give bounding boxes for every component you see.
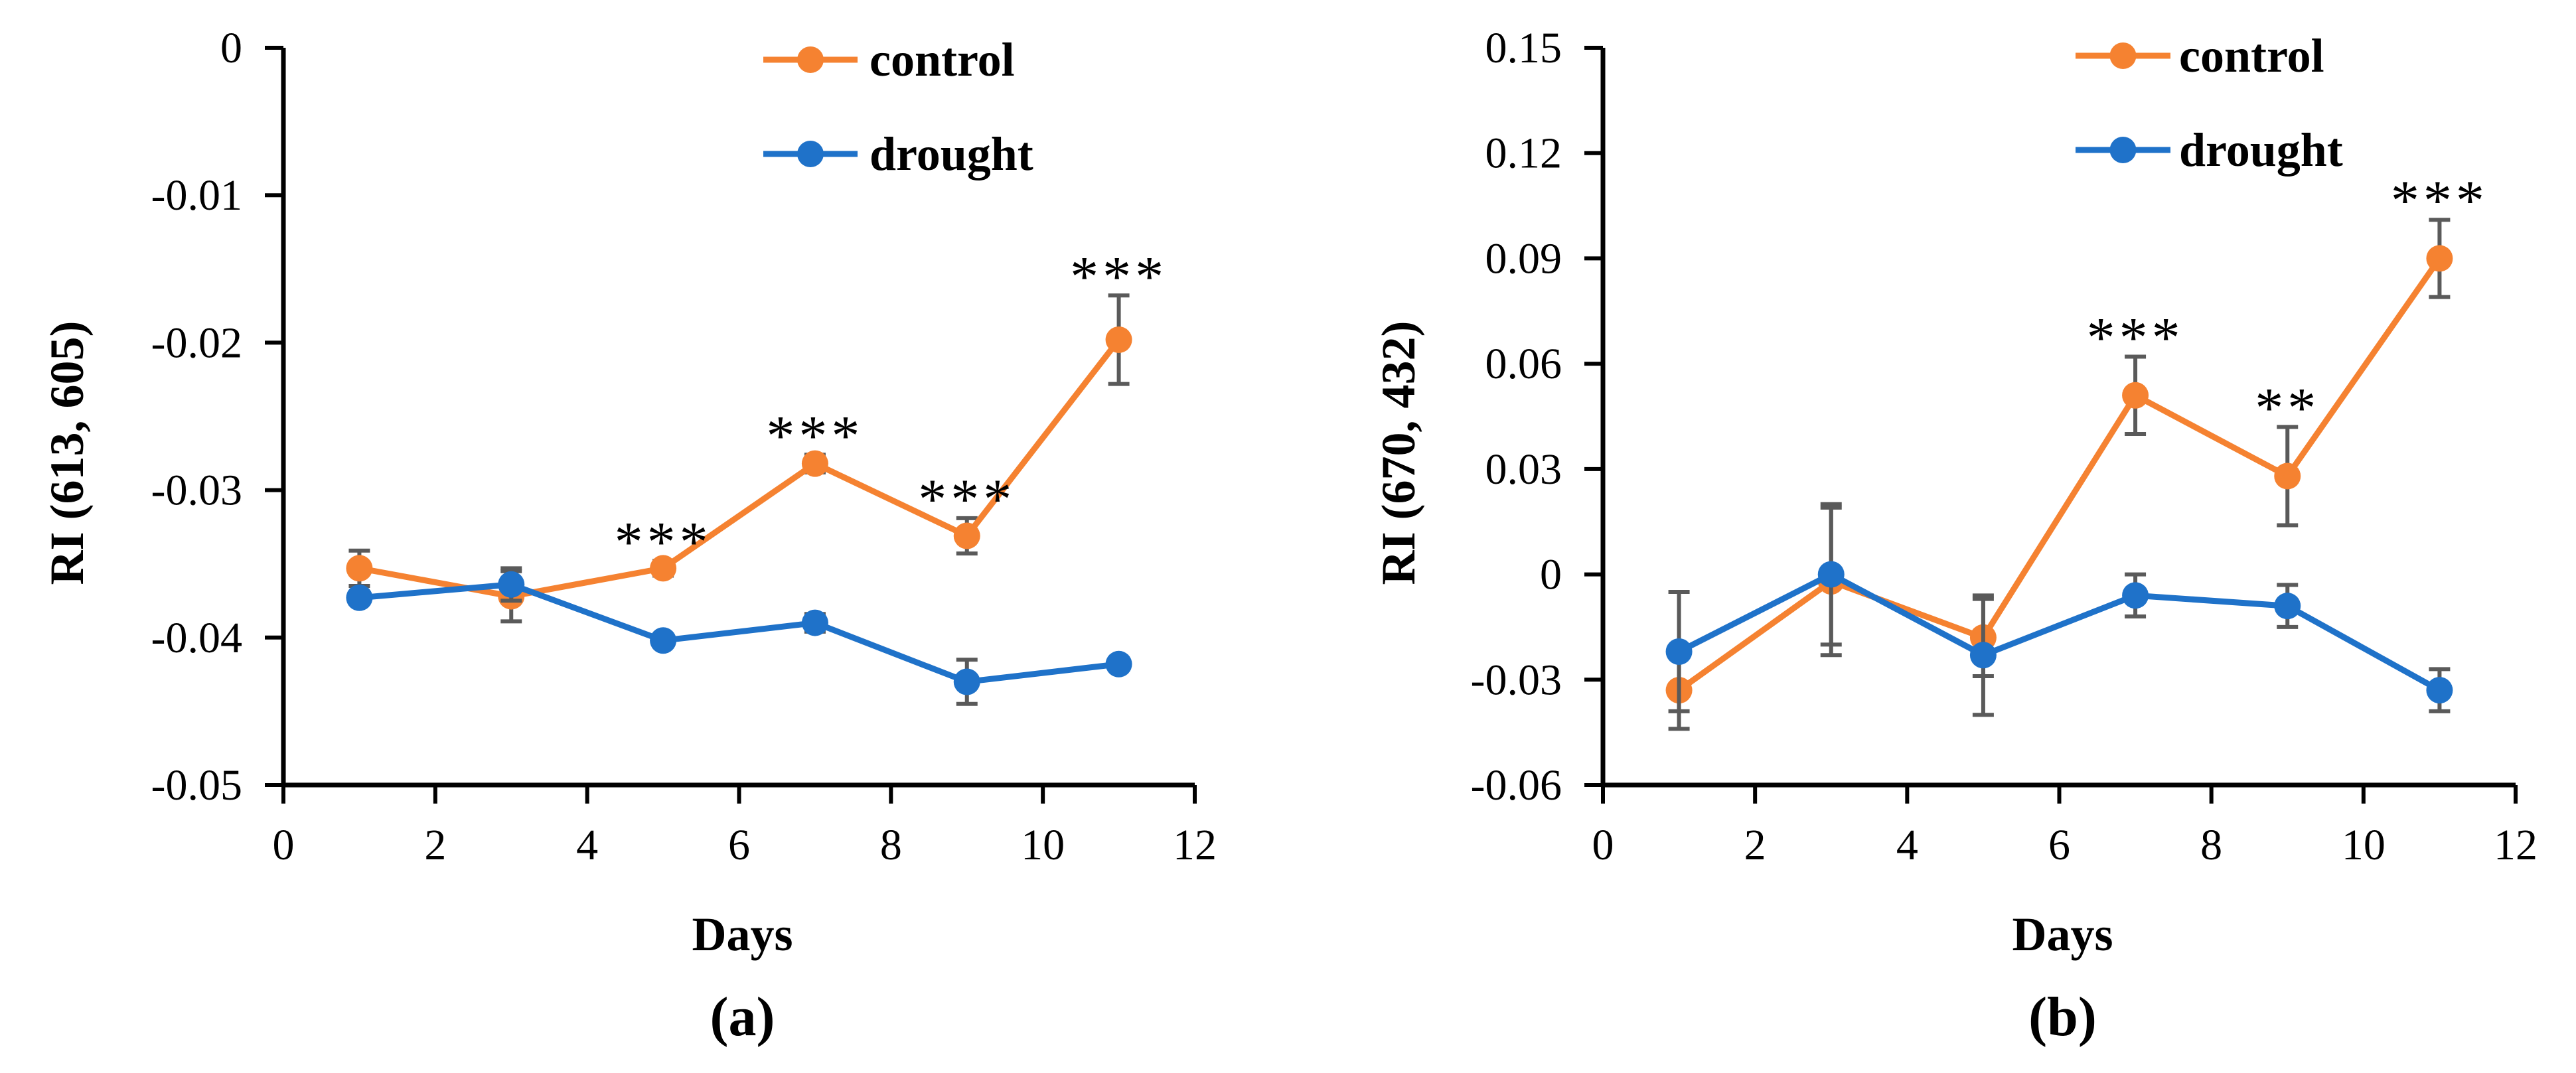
- significance-label: ***: [615, 510, 712, 573]
- legend-control-marker: [2109, 42, 2137, 69]
- x-axis-title: Days: [692, 908, 793, 961]
- y-tick-label: 0.03: [1485, 445, 1562, 494]
- control-data-point: [2426, 245, 2453, 272]
- significance-label: ***: [918, 467, 1016, 531]
- significance-label: ***: [2391, 169, 2488, 232]
- drought-data-point: [801, 609, 828, 636]
- drought-series-line: [1677, 571, 2441, 693]
- control-data-point: [346, 555, 373, 582]
- control-series-line: [1677, 256, 2443, 693]
- significance-label: **: [2255, 376, 2320, 439]
- control-series-line: [358, 338, 1122, 600]
- x-tick-label: 6: [728, 821, 750, 869]
- y-tick-label: 0: [1540, 551, 1562, 599]
- x-tick-label: 4: [576, 821, 598, 869]
- control-data-point: [953, 522, 980, 549]
- drought-data-point: [2426, 677, 2453, 704]
- x-tick-label: 10: [2342, 821, 2386, 869]
- x-tick-label: 0: [1592, 821, 1614, 869]
- drought-data-point: [650, 627, 677, 654]
- drought-data-point: [2274, 593, 2301, 620]
- x-tick-label: 4: [1896, 821, 1918, 869]
- drought-data-point: [953, 668, 980, 695]
- y-tick-label: -0.01: [151, 171, 242, 220]
- y-tick-label: -0.02: [151, 319, 242, 367]
- drought-series-line: [359, 581, 1120, 685]
- y-axis-title: RI (670, 432): [1372, 321, 1425, 585]
- legend-drought-label: drought: [2179, 123, 2343, 177]
- y-tick-label: -0.03: [151, 466, 242, 515]
- x-tick-label: 2: [1744, 821, 1766, 869]
- x-tick-label: 8: [2200, 821, 2222, 869]
- chart-panel-a: 0 -0.01 -0.02 -0.03 -0.04 -0.05 0 2 4 6 8 10 12 Days R…: [40, 24, 1217, 1048]
- significance-label: ***: [766, 403, 864, 467]
- legend-control-label: control: [870, 33, 1015, 86]
- x-tick-label: 2: [424, 821, 446, 869]
- x-tick-label: 12: [2494, 821, 2538, 869]
- significance-label: ***: [1070, 244, 1168, 308]
- drought-data-point: [1105, 650, 1132, 678]
- control-data-point: [2122, 382, 2149, 409]
- y-axis-title: RI (613, 605): [40, 321, 94, 585]
- drought-data-point: [1817, 561, 1845, 588]
- y-tick-label: -0.04: [151, 614, 242, 662]
- y-tick-label: 0: [220, 24, 242, 72]
- drought-data-point: [1969, 642, 1997, 669]
- y-tick-label: -0.06: [1471, 761, 1562, 810]
- x-tick-label: 10: [1021, 821, 1065, 869]
- drought-data-point: [2122, 582, 2149, 609]
- y-tick-label: -0.03: [1471, 656, 1562, 704]
- drought-data-point: [498, 571, 525, 598]
- chart-panel-b: 0.15 0.12 0.09 0.06 0.03 0 -0.03 -0.06 0 2 4 6 8 10 12…: [1372, 24, 2538, 1048]
- drought-data-point: [346, 584, 373, 611]
- y-tick-label: 0.09: [1485, 234, 1562, 283]
- significance-label: ***: [2087, 306, 2184, 370]
- panel-label: (a): [710, 986, 775, 1048]
- control-data-point: [1105, 326, 1132, 353]
- legend-control-label: control: [2179, 29, 2324, 82]
- panel-label: (b): [2028, 986, 2097, 1048]
- legend-control-marker: [797, 46, 824, 73]
- legend-drought-marker: [797, 141, 824, 167]
- legend-drought-label: drought: [870, 127, 1033, 180]
- drought-data-point: [1665, 638, 1693, 665]
- control-data-point: [801, 450, 828, 477]
- y-tick-label: 0.15: [1485, 24, 1562, 72]
- x-tick-label: 12: [1173, 821, 1217, 869]
- y-tick-label: 0.06: [1485, 340, 1562, 388]
- control-data-point: [2274, 463, 2301, 490]
- control-data-point: [650, 555, 677, 582]
- legend-drought-marker: [2109, 137, 2137, 163]
- y-tick-label: 0.12: [1485, 129, 1562, 178]
- y-tick-label: -0.05: [151, 761, 242, 810]
- x-tick-label: 8: [880, 821, 902, 869]
- x-axis-title: Days: [2012, 908, 2113, 961]
- x-tick-label: 6: [2048, 821, 2070, 869]
- x-tick-label: 0: [273, 821, 295, 869]
